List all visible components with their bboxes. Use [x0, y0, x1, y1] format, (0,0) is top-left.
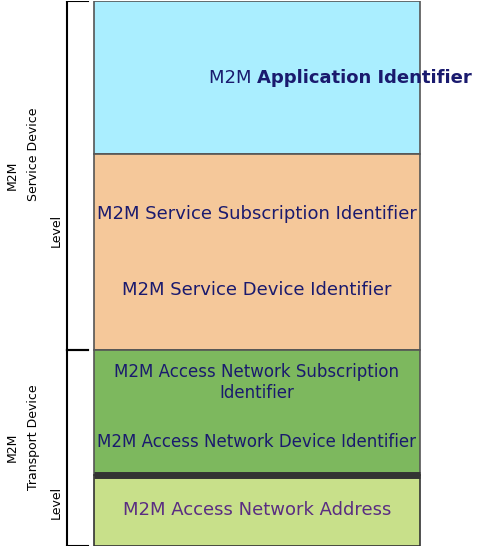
Text: M2M Access Network Subscription
Identifier: M2M Access Network Subscription Identifi…: [115, 363, 399, 401]
FancyBboxPatch shape: [95, 2, 419, 154]
Text: Application Identifier: Application Identifier: [257, 68, 472, 86]
Text: M2M: M2M: [5, 161, 19, 190]
Text: M2M Service Subscription Identifier: M2M Service Subscription Identifier: [97, 205, 417, 223]
FancyBboxPatch shape: [95, 475, 419, 545]
Text: Service Device: Service Device: [26, 107, 40, 201]
Text: M2M Access Network Device Identifier: M2M Access Network Device Identifier: [98, 433, 416, 451]
FancyBboxPatch shape: [95, 154, 419, 350]
Text: M2M Access Network Address: M2M Access Network Address: [123, 501, 391, 519]
Text: Level: Level: [50, 486, 63, 519]
Text: M2M: M2M: [5, 433, 19, 462]
Text: Transport Device: Transport Device: [26, 384, 40, 490]
Text: M2M: M2M: [209, 68, 257, 86]
FancyBboxPatch shape: [95, 350, 419, 475]
Text: Level: Level: [50, 213, 63, 247]
Text: M2M Service Device Identifier: M2M Service Device Identifier: [122, 281, 392, 299]
